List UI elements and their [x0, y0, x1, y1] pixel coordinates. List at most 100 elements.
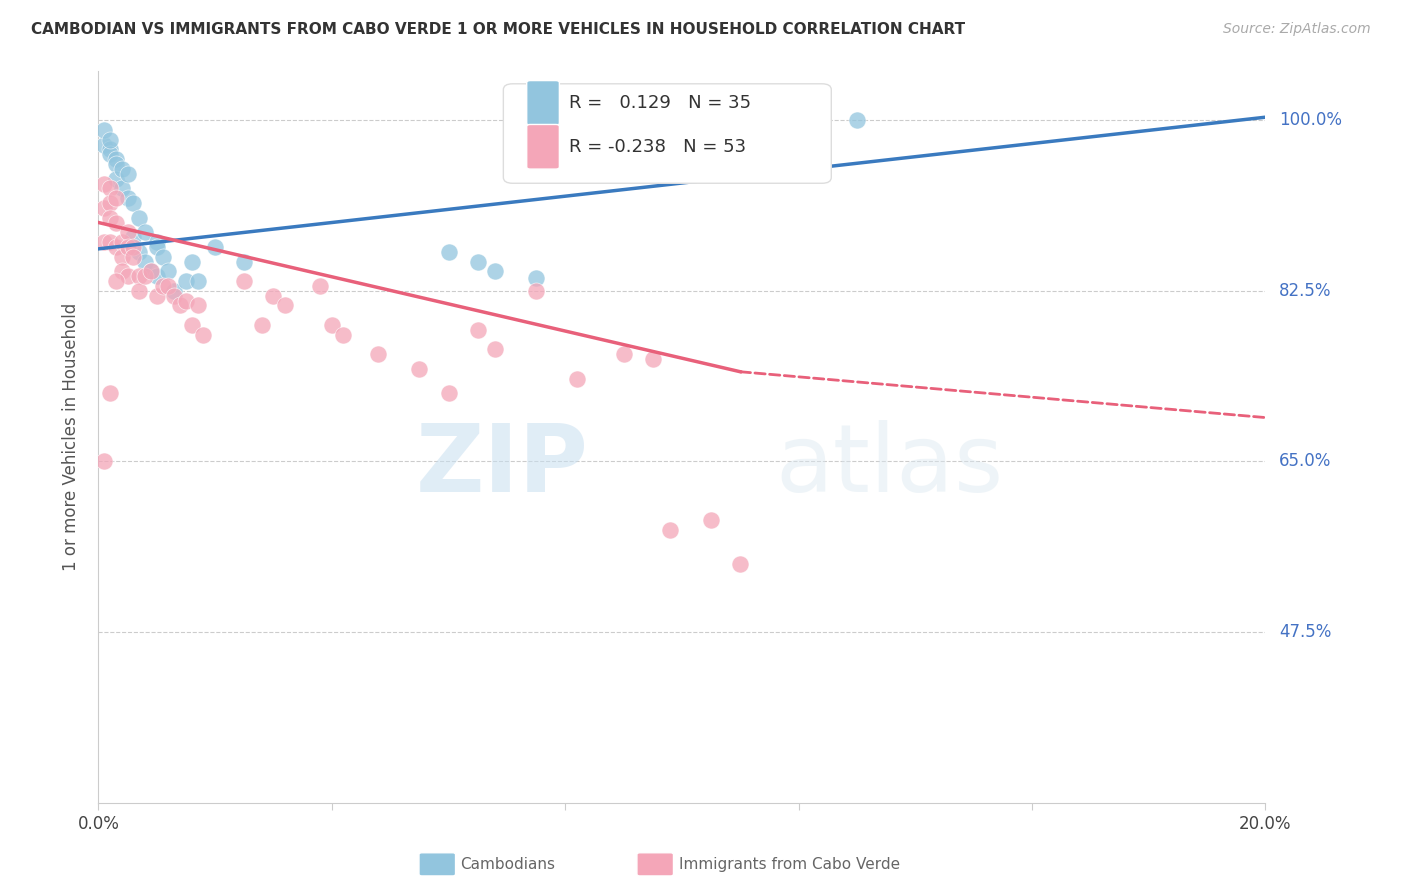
Point [700, 513, 723, 527]
Point [146, 235, 169, 249]
FancyBboxPatch shape [527, 80, 560, 125]
Point [321, 318, 343, 332]
Text: Cambodians: Cambodians [460, 857, 555, 871]
Text: 100.0%: 100.0% [1279, 112, 1343, 129]
Point [104, 171, 127, 186]
Point [332, 327, 354, 342]
Point [128, 211, 150, 225]
Point [846, 113, 869, 128]
Point [139, 264, 162, 278]
Point [134, 254, 156, 268]
Point [122, 230, 145, 244]
Point [117, 167, 139, 181]
Point [437, 244, 460, 259]
Point [152, 250, 174, 264]
Text: 82.5%: 82.5% [1279, 282, 1331, 300]
Point [128, 244, 150, 259]
Y-axis label: 1 or more Vehicles in Household: 1 or more Vehicles in Household [62, 303, 80, 571]
Point [467, 323, 489, 337]
Point [104, 191, 127, 205]
Point [93, 123, 115, 137]
Point [139, 264, 162, 278]
Text: 65.0%: 65.0% [1279, 452, 1331, 470]
Point [93, 235, 115, 249]
Point [98, 147, 121, 161]
Point [122, 240, 145, 254]
Point [111, 161, 134, 176]
Point [128, 269, 150, 284]
Point [98, 181, 121, 195]
Point [134, 225, 156, 239]
Point [117, 269, 139, 284]
Point [122, 250, 145, 264]
Text: CAMBODIAN VS IMMIGRANTS FROM CABO VERDE 1 OR MORE VEHICLES IN HOUSEHOLD CORRELAT: CAMBODIAN VS IMMIGRANTS FROM CABO VERDE … [31, 22, 965, 37]
Point [484, 343, 506, 357]
Point [408, 361, 430, 376]
Point [93, 454, 115, 468]
Point [104, 215, 127, 229]
Point [250, 318, 273, 332]
Point [93, 137, 115, 152]
Point [157, 264, 180, 278]
Point [204, 240, 226, 254]
Point [93, 177, 115, 191]
Point [117, 240, 139, 254]
Point [117, 225, 139, 239]
Point [111, 264, 134, 278]
Text: ZIP: ZIP [416, 420, 589, 512]
Point [262, 288, 284, 302]
Text: atlas: atlas [775, 420, 1004, 512]
Point [98, 211, 121, 225]
Point [128, 284, 150, 298]
Point [104, 274, 127, 288]
Point [437, 386, 460, 401]
Text: Source: ZipAtlas.com: Source: ZipAtlas.com [1223, 22, 1371, 37]
Point [111, 250, 134, 264]
Point [174, 293, 197, 308]
Point [98, 386, 121, 401]
FancyBboxPatch shape [503, 84, 831, 183]
Point [730, 557, 752, 571]
Point [524, 284, 547, 298]
Text: R =   0.129   N = 35: R = 0.129 N = 35 [568, 94, 751, 112]
Point [524, 271, 547, 285]
Text: Immigrants from Cabo Verde: Immigrants from Cabo Verde [679, 857, 900, 871]
Point [612, 347, 634, 361]
Point [146, 240, 169, 254]
Point [180, 254, 202, 268]
Point [111, 235, 134, 249]
Point [641, 352, 664, 367]
Point [98, 142, 121, 156]
Point [169, 298, 191, 312]
Point [193, 327, 215, 342]
Point [146, 269, 169, 284]
Point [98, 235, 121, 249]
Point [233, 254, 256, 268]
Point [565, 371, 588, 385]
Point [111, 181, 134, 195]
Point [484, 264, 506, 278]
Text: R = -0.238   N = 53: R = -0.238 N = 53 [568, 137, 745, 156]
Point [157, 279, 180, 293]
Point [467, 254, 489, 268]
Text: 47.5%: 47.5% [1279, 624, 1331, 641]
Point [180, 318, 202, 332]
Point [98, 133, 121, 147]
FancyBboxPatch shape [527, 125, 560, 169]
Point [274, 298, 297, 312]
Point [187, 298, 209, 312]
Point [367, 347, 389, 361]
Point [104, 240, 127, 254]
Point [98, 196, 121, 211]
Point [174, 274, 197, 288]
Point [146, 288, 169, 302]
Point [233, 274, 256, 288]
Point [104, 152, 127, 166]
Point [187, 274, 209, 288]
Point [659, 523, 682, 537]
Point [309, 279, 332, 293]
Point [163, 284, 186, 298]
Point [117, 191, 139, 205]
Point [104, 157, 127, 171]
Point [134, 269, 156, 284]
